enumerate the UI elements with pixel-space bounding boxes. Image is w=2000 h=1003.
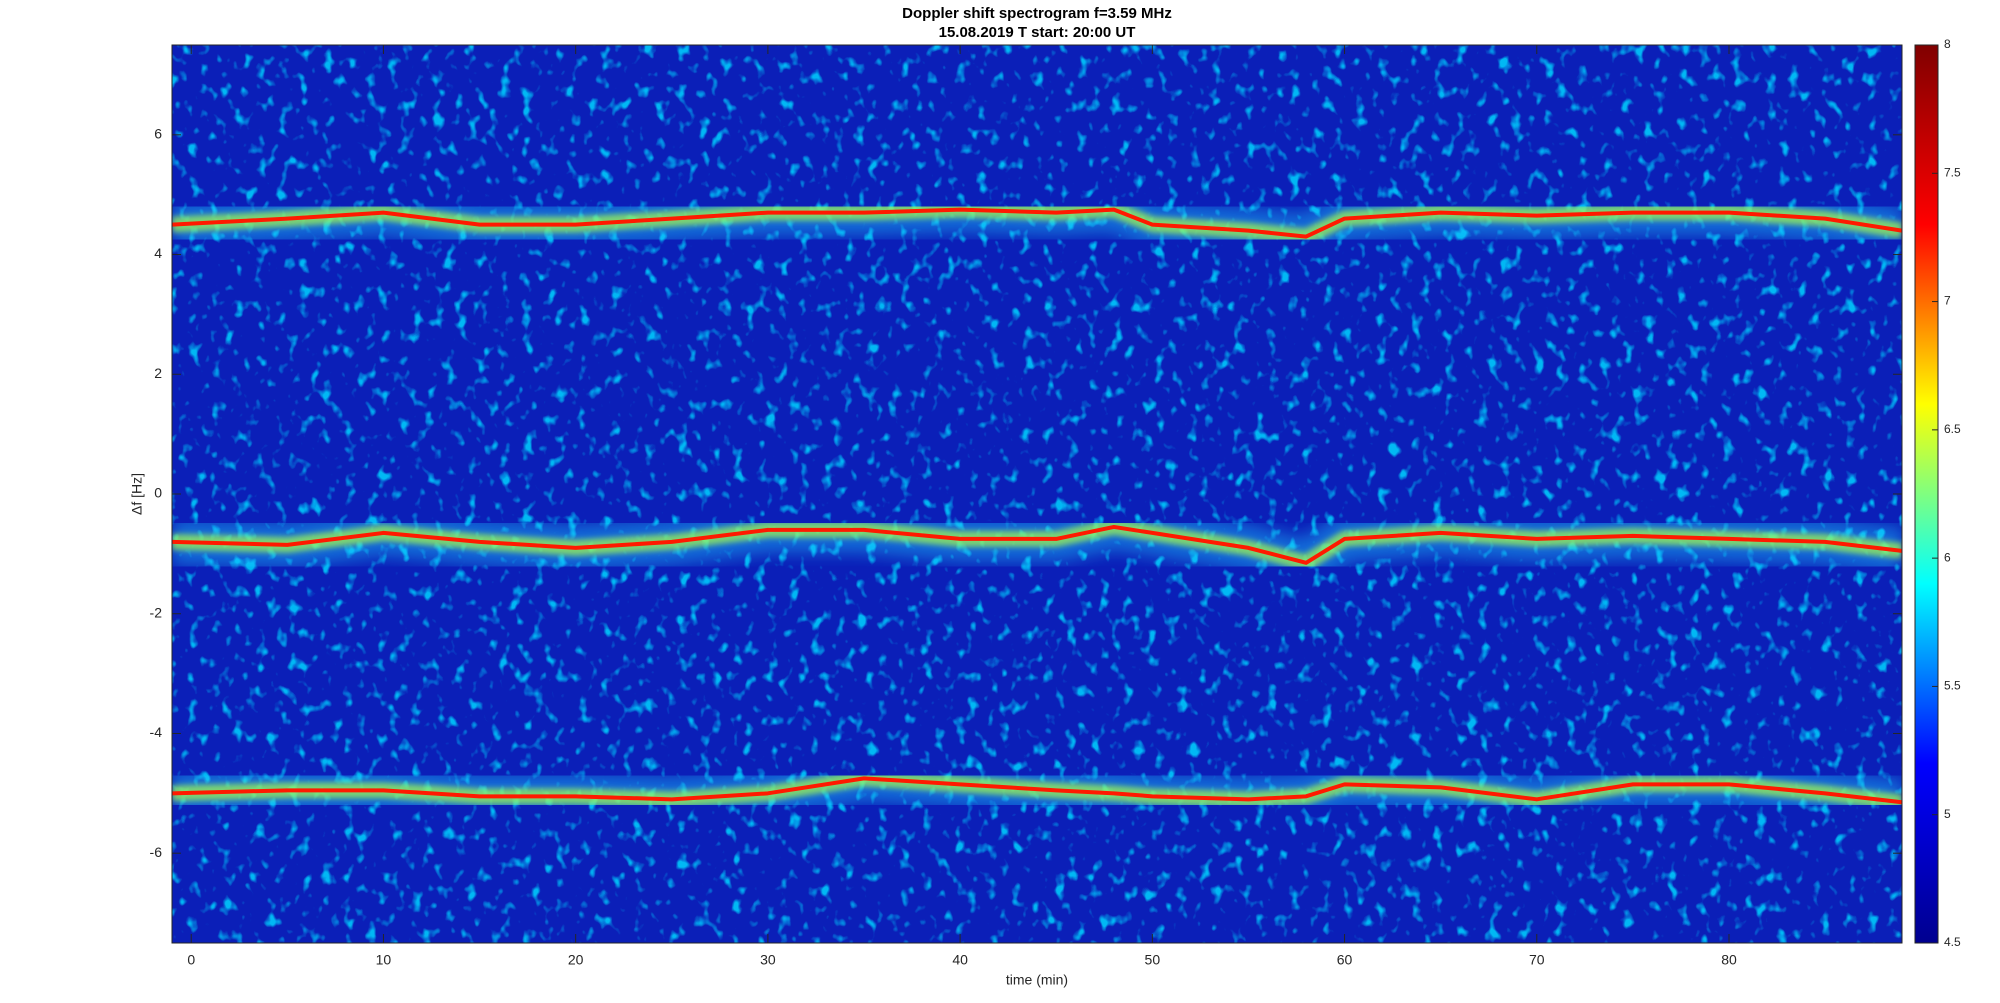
- band-ridge: [172, 776, 1902, 805]
- colorbar-tick-label: 6.5: [1944, 422, 1961, 436]
- band-ridge: [172, 524, 1902, 565]
- colorbar-tick-label: 4.5: [1944, 935, 1961, 949]
- y-tick-label: 0: [154, 485, 162, 501]
- x-tick-label: 50: [1145, 952, 1161, 968]
- y-tick-label: -2: [150, 604, 163, 620]
- colorbar-tick-label: 7.5: [1944, 165, 1961, 179]
- y-tick-label: -4: [150, 724, 163, 740]
- x-tick-label: 10: [376, 952, 392, 968]
- x-tick-label: 20: [568, 952, 584, 968]
- chart-title: Doppler shift spectrogram f=3.59 MHz: [902, 5, 1172, 22]
- colorbar-tick-label: 7: [1944, 294, 1951, 308]
- colorbar-tick-label: 6: [1944, 550, 1951, 564]
- colorbar-tick-label: 5: [1944, 807, 1951, 821]
- y-tick-label: 4: [154, 245, 162, 261]
- band-ridge: [172, 207, 1902, 239]
- x-tick-label: 0: [187, 952, 195, 968]
- y-axis-label: Δf [Hz]: [129, 473, 145, 515]
- plot-area: [172, 45, 1902, 943]
- colorbar-tick-label: 5.5: [1944, 679, 1961, 693]
- y-tick-label: -6: [150, 844, 163, 860]
- x-tick-label: 70: [1529, 952, 1545, 968]
- x-tick-label: 80: [1721, 952, 1737, 968]
- y-tick-label: 2: [154, 365, 162, 381]
- x-tick-label: 60: [1337, 952, 1353, 968]
- x-tick-label: 30: [760, 952, 776, 968]
- colorbar: [1914, 44, 1939, 944]
- bands: [172, 186, 1902, 826]
- colorbar-tick-label: 8: [1944, 37, 1951, 51]
- y-tick-label: 6: [154, 126, 162, 142]
- x-tick-label: 40: [952, 952, 968, 968]
- x-axis-label: time (min): [1006, 972, 1068, 988]
- chart-subtitle: 15.08.2019 T start: 20:00 UT: [939, 24, 1136, 41]
